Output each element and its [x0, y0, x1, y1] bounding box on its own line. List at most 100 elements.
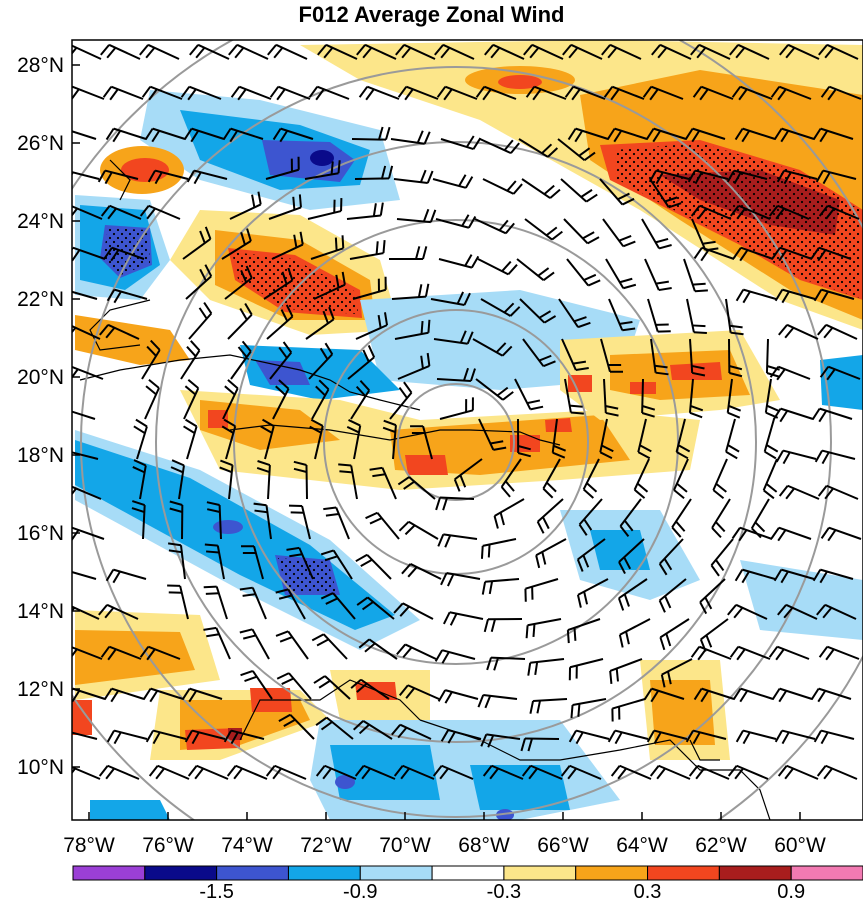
wind-barb-feather: [667, 671, 672, 685]
wind-barb-feather: [648, 170, 657, 183]
wind-barb-feather: [267, 44, 277, 56]
wind-barb: [136, 426, 148, 460]
wind-barb-feather: [734, 767, 744, 780]
wind-barb: [193, 169, 228, 180]
wind-barb-feather: [356, 44, 366, 56]
wind-barb: [441, 764, 474, 780]
latitude-label: 28°N: [17, 54, 64, 77]
wind-barb-feather: [388, 165, 394, 179]
wind-barb: [697, 764, 730, 780]
wind-barb: [736, 764, 769, 780]
wind-barb: [710, 538, 734, 566]
wind-barb-feather: [782, 451, 791, 465]
wind-barb-feather: [517, 452, 532, 458]
wind-barb-feather: [825, 207, 835, 220]
wind-barb: [659, 538, 684, 565]
wind-barb-feather: [813, 730, 822, 743]
wind-barb-feather: [739, 249, 749, 262]
wind-barb: [688, 378, 694, 413]
wind-barb-feather: [298, 194, 302, 208]
wind-barb-feather: [810, 688, 820, 701]
wind-barb: [826, 645, 860, 660]
wind-barb-feather: [673, 489, 685, 499]
wind-barb-feather: [275, 630, 289, 637]
wind-barb-feather: [652, 130, 662, 143]
colorbar-label: 0.3: [634, 881, 662, 900]
wind-barb-feather: [191, 731, 200, 745]
wind-barb-feather: [623, 556, 632, 570]
wind-barb: [191, 729, 226, 740]
wind-barb: [514, 378, 532, 410]
wind-barb-feather: [622, 327, 636, 332]
wind-barb-feather: [364, 642, 376, 653]
wind-barb: [480, 298, 511, 317]
wind-barb: [360, 678, 390, 700]
wind-barb-feather: [505, 222, 515, 234]
wind-barb-feather: [726, 170, 735, 183]
wind-barb-feather: [146, 648, 156, 661]
wind-barb: [650, 85, 684, 100]
wind-barb-feather: [536, 521, 545, 534]
wind-barb-feather: [150, 339, 161, 351]
wind-barb-feather: [614, 731, 623, 745]
wind-barb-feather: [358, 638, 370, 649]
wind-barb: [819, 407, 853, 420]
wind-barb: [691, 218, 707, 251]
wind-barb: [542, 458, 561, 490]
wind-barb-feather: [398, 520, 410, 532]
wind-barb-feather: [619, 525, 630, 537]
wind-barb-feather: [133, 459, 147, 467]
wind-barb: [111, 687, 145, 700]
wind-barb-feather: [436, 86, 447, 98]
wind-barb-feather: [625, 631, 630, 645]
wind-barb-feather: [777, 88, 787, 101]
wind-barb-feather: [826, 368, 836, 381]
wind-barb: [152, 127, 186, 140]
wind-barb-feather: [599, 451, 613, 460]
wind-barb: [289, 714, 315, 740]
wind-barb-feather: [358, 723, 370, 735]
wind-barb-feather: [151, 130, 161, 143]
wind-barb-feather: [733, 171, 742, 185]
wind-barb: [113, 729, 148, 740]
wind-barb-feather: [401, 47, 412, 59]
wind-barb-feather: [203, 585, 217, 589]
wind-barb-feather: [199, 230, 206, 244]
wind-barb-feather: [242, 593, 256, 597]
wind-barb-feather: [537, 267, 550, 277]
wind-barb-feather: [341, 235, 345, 249]
wind-barb-feather: [106, 730, 115, 743]
wind-barb: [599, 418, 608, 453]
wind-barb: [350, 389, 371, 420]
wind-barb-feather: [369, 517, 383, 525]
wind-barb: [826, 43, 859, 60]
wind-barb-feather: [610, 765, 621, 777]
wind-barb-feather: [685, 730, 694, 743]
wind-barb-feather: [601, 44, 611, 56]
wind-barb-feather: [811, 408, 821, 421]
wind-barb-feather: [501, 260, 512, 272]
wind-barb: [72, 410, 96, 420]
wind-barb: [106, 603, 139, 620]
wind-barb-feather: [553, 444, 567, 452]
wind-barb-feather: [731, 527, 741, 539]
wind-barb-feather: [502, 391, 514, 401]
wind-barb: [188, 312, 213, 340]
wind-barb: [221, 240, 252, 260]
wind-barb-feather: [487, 734, 495, 748]
wind-barb-feather: [362, 349, 370, 363]
wind-barb: [818, 687, 852, 700]
wind-barb-feather: [365, 511, 378, 520]
wind-barb: [185, 275, 212, 300]
wind-barb: [107, 323, 140, 340]
wind-barb-feather: [820, 291, 829, 304]
wind-barb: [351, 138, 387, 141]
wind-barb: [449, 611, 484, 620]
wind-barb: [157, 764, 190, 780]
wind-barb-feather: [481, 581, 487, 595]
wind-barb: [186, 426, 198, 460]
wind-barb-feather: [605, 411, 619, 417]
wind-barb-feather: [72, 368, 79, 379]
wind-barb: [196, 764, 229, 780]
